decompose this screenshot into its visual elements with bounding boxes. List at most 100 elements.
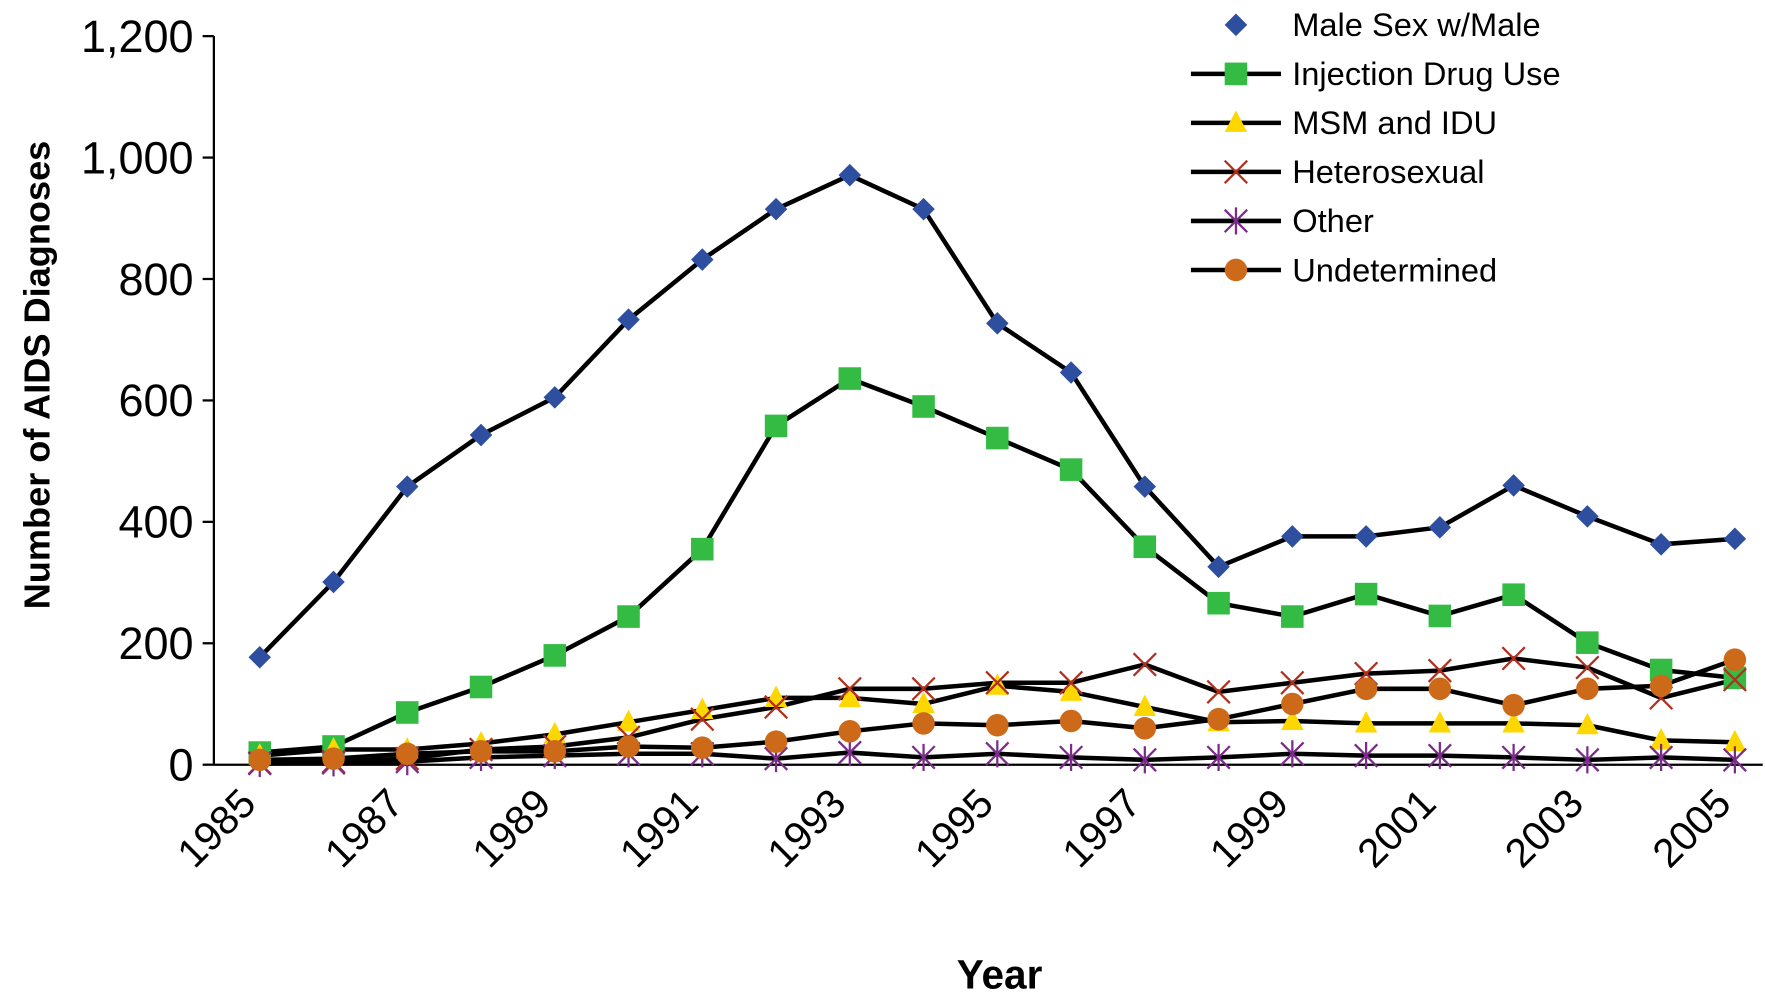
marker — [837, 739, 862, 767]
marker — [912, 197, 935, 221]
marker — [1502, 583, 1525, 607]
marker — [1427, 658, 1452, 683]
marker — [1428, 710, 1452, 733]
marker — [1723, 527, 1747, 551]
marker — [1207, 707, 1230, 731]
x-tick-label: 2003 — [1496, 780, 1592, 877]
legend-label: Undetermined — [1292, 251, 1497, 288]
legend-label: Heterosexual — [1292, 153, 1484, 190]
marker — [1224, 13, 1248, 37]
marker — [1132, 652, 1157, 677]
marker — [1576, 631, 1599, 654]
marker — [838, 367, 862, 390]
marker — [985, 670, 1010, 695]
marker — [1649, 533, 1673, 556]
marker — [1649, 674, 1673, 698]
marker — [1723, 729, 1747, 752]
y-tick-label: 0 — [169, 739, 194, 790]
marker — [1428, 516, 1452, 539]
marker — [911, 676, 936, 701]
marker — [543, 644, 567, 667]
y-tick-label: 800 — [118, 254, 193, 305]
marker — [1224, 258, 1248, 282]
marker — [690, 707, 715, 732]
marker — [617, 605, 640, 628]
marker — [1059, 458, 1083, 481]
marker — [469, 675, 493, 699]
x-tick-label: 1989 — [463, 780, 559, 877]
marker — [1354, 677, 1378, 701]
marker — [1649, 743, 1674, 771]
marker — [543, 740, 567, 763]
marker — [1059, 679, 1083, 701]
marker — [1224, 62, 1248, 86]
marker — [1281, 692, 1304, 716]
x-tick-label: 1997 — [1053, 780, 1149, 877]
marker — [1133, 694, 1157, 717]
marker — [912, 691, 935, 714]
y-tick-label: 200 — [118, 618, 193, 669]
marker — [1502, 693, 1525, 717]
marker — [985, 740, 1010, 768]
marker — [1427, 742, 1452, 770]
marker — [986, 312, 1009, 335]
marker — [469, 740, 493, 763]
marker — [1649, 658, 1673, 682]
y-tick-label: 600 — [118, 375, 193, 426]
marker — [1428, 604, 1452, 628]
marker — [1575, 746, 1600, 774]
marker — [1281, 708, 1304, 731]
marker — [691, 537, 714, 561]
marker — [1428, 677, 1452, 701]
marker — [1722, 746, 1747, 774]
x-tick-label: 1987 — [316, 780, 412, 877]
y-tick-label: 1,200 — [81, 11, 194, 62]
marker — [322, 747, 345, 770]
marker — [1354, 742, 1379, 770]
marker — [1133, 716, 1157, 740]
marker — [837, 676, 862, 701]
marker — [838, 720, 862, 743]
y-tick-label: 1,000 — [81, 132, 194, 183]
marker — [986, 426, 1009, 450]
marker — [1224, 110, 1248, 132]
x-tick-label: 2001 — [1348, 780, 1444, 877]
marker — [396, 701, 419, 724]
marker — [763, 694, 789, 720]
marker — [543, 386, 567, 409]
marker — [1354, 710, 1378, 733]
x-tick-label: 1995 — [906, 780, 1002, 877]
marker — [1280, 740, 1305, 768]
legend-label: Male Sex w/Male — [1292, 6, 1540, 43]
marker — [1501, 646, 1526, 671]
marker — [1206, 679, 1231, 704]
x-tick-label: 1985 — [168, 780, 264, 877]
marker — [1059, 709, 1083, 733]
marker — [1354, 582, 1378, 606]
marker — [1132, 746, 1157, 774]
marker — [838, 685, 862, 707]
marker — [248, 748, 272, 772]
marker — [1723, 648, 1747, 671]
marker — [1223, 207, 1249, 235]
marker — [1280, 670, 1305, 695]
marker — [617, 308, 640, 331]
marker — [1354, 525, 1378, 548]
marker — [1133, 475, 1157, 498]
marker — [1575, 655, 1600, 680]
marker — [617, 735, 640, 758]
x-tick-label: 1993 — [758, 780, 854, 877]
marker — [617, 709, 640, 732]
marker — [1133, 535, 1157, 559]
marker — [1281, 525, 1304, 548]
marker — [838, 163, 862, 187]
x-tick-label: 1999 — [1201, 780, 1297, 877]
marker — [1281, 605, 1304, 628]
legend-label: MSM and IDU — [1292, 104, 1497, 141]
marker — [986, 713, 1009, 737]
marker — [1059, 670, 1084, 695]
marker — [1723, 666, 1747, 690]
marker — [764, 730, 788, 753]
